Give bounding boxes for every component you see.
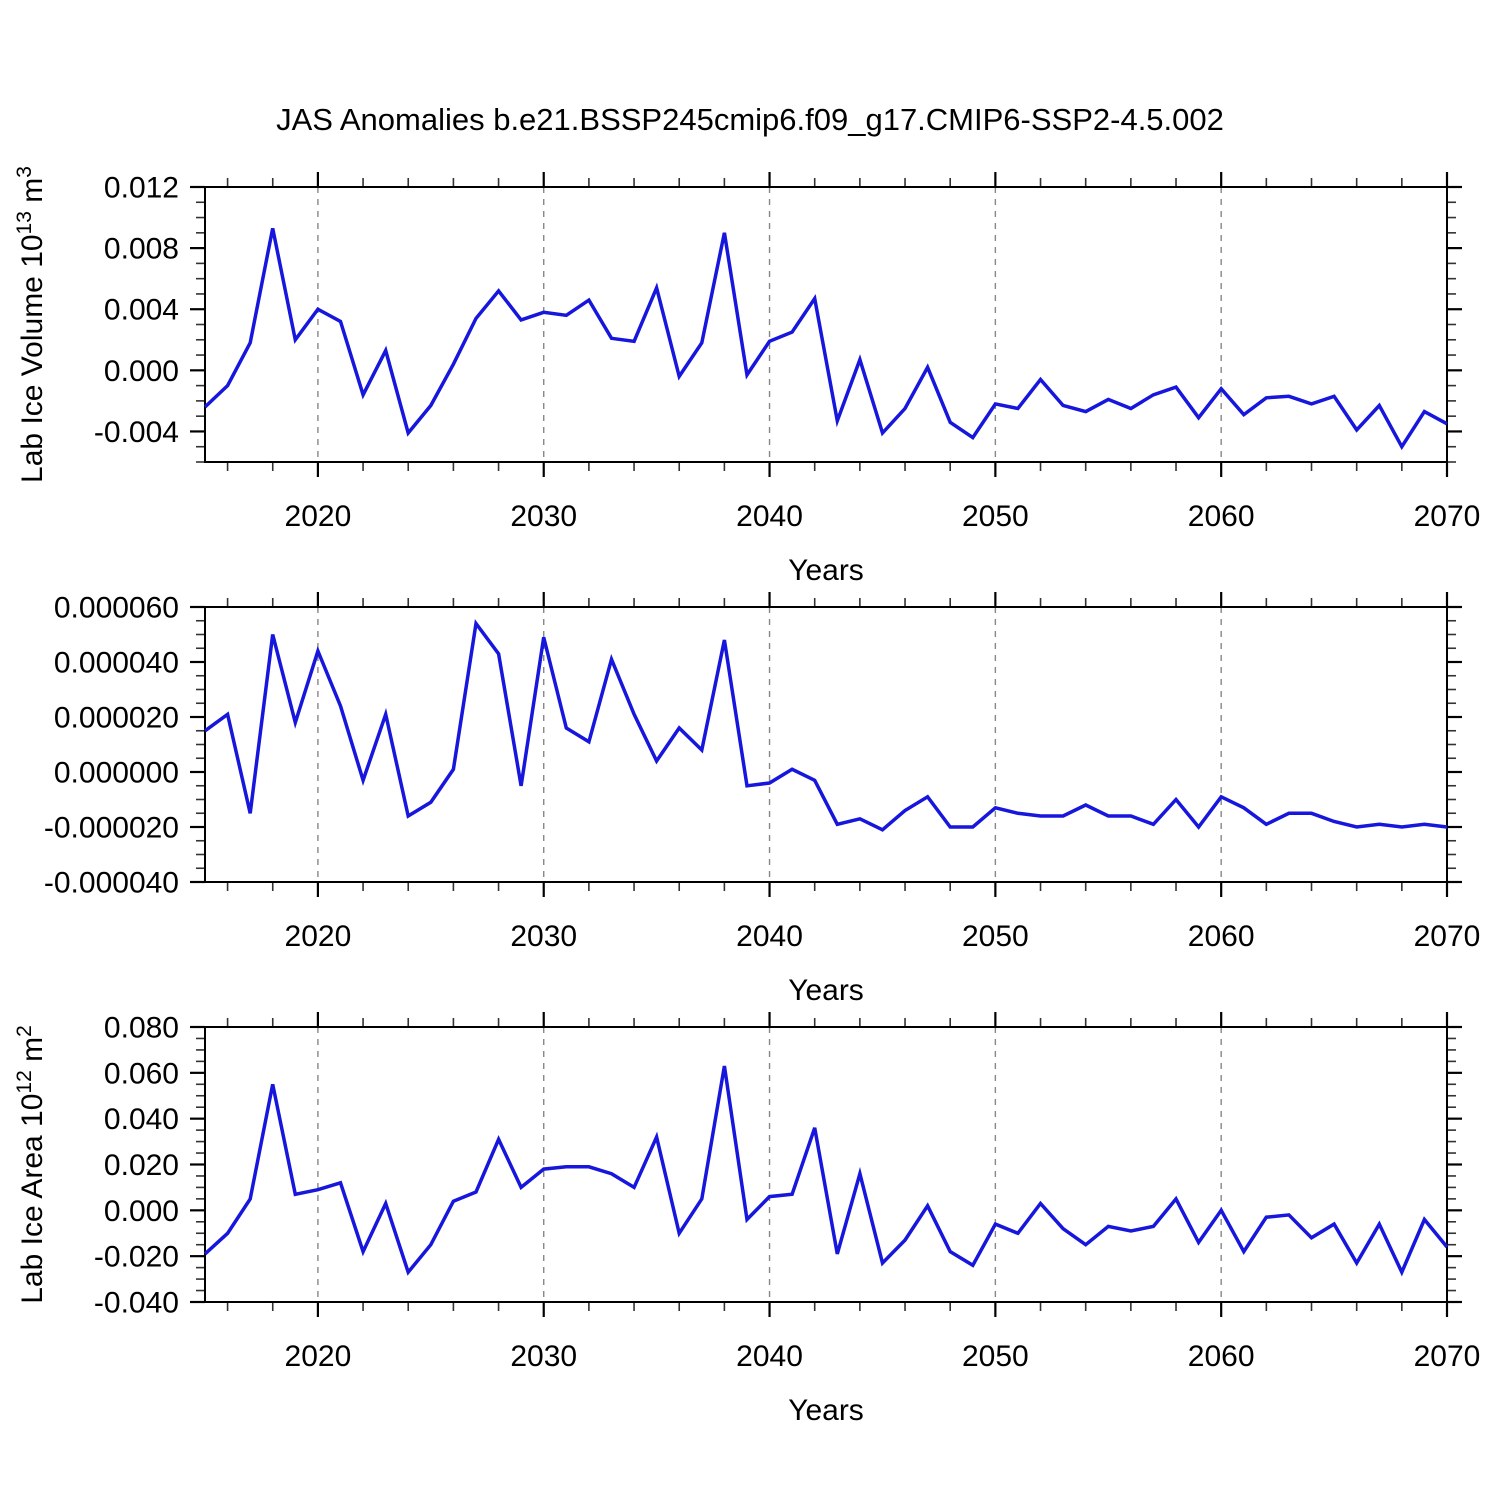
y-tick-labels: -0.004 0.000 0.004 0.008 0.012 [94,172,179,449]
y-tick-label: -0.000020 [44,812,179,845]
y-tick-label: 0.000060 [54,592,179,625]
x-tick-label: 2020 [285,920,352,953]
x-tick-label: 2020 [285,500,352,533]
y-tick-label: 0.012 [104,172,179,205]
y-tick-label: -0.040 [94,1287,179,1320]
y-tick-label: 0.080 [104,1012,179,1045]
major-ticks [190,172,1462,477]
x-tick-label: 2030 [510,920,577,953]
major-ticks [190,592,1462,897]
minor-ticks [196,598,1456,891]
x-axis-title: Years [788,554,864,587]
gridlines [317,607,1222,882]
x-tick-label: 2070 [1414,500,1481,533]
series-line-lab-ice-area [203,1065,1449,1277]
gridlines [317,1027,1222,1302]
y-tick-label: 0.040 [104,1103,179,1136]
chart-title: JAS Anomalies b.e21.BSSP245cmip6.f09_g17… [276,102,1224,137]
panel-lab-ice-area: -0.040 -0.020 0.000 0.020 0.040 0.060 0.080 202… [13,1012,1480,1428]
y-tick-label: 0.000000 [54,757,179,790]
y-tick-label: 0.000 [104,355,179,388]
minor-ticks [196,178,1456,471]
x-tick-label: 2070 [1414,1340,1481,1373]
x-tick-label: 2050 [962,500,1029,533]
x-tick-label: 2040 [736,500,803,533]
y-tick-label: -0.020 [94,1241,179,1274]
x-axis-title: Years [788,1394,864,1427]
major-ticks [190,1012,1462,1317]
y-tick-label: 0.000040 [54,647,179,680]
minor-ticks [196,1018,1456,1311]
y-tick-label: -0.000040 [44,867,179,900]
x-tick-label: 2070 [1414,920,1481,953]
y-tick-labels: -0.000040 -0.000020 0.000000 0.000020 0.0000… [44,592,179,900]
x-tick-label: 2020 [285,1340,352,1373]
x-tick-labels: 2020 2030 2040 2050 2060 2070 [285,1340,1481,1373]
y-tick-label: 0.020 [104,1149,179,1182]
y-axis-title: Lab Ice Area 1012 m2 [13,1025,49,1304]
y-tick-label: 0.008 [104,233,179,266]
panel-lab-ice-middle-series: -0.000040 -0.000020 0.000000 0.000020 0.0000… [44,592,1481,1008]
y-tick-label: 0.000020 [54,702,179,735]
x-tick-label: 2060 [1188,500,1255,533]
x-tick-label: 2050 [962,1340,1029,1373]
x-tick-label: 2060 [1188,920,1255,953]
series-line-lab-ice-volume [203,227,1448,451]
x-tick-labels: 2020 2030 2040 2050 2060 2070 [285,920,1481,953]
y-tick-labels: -0.040 -0.020 0.000 0.020 0.040 0.060 0.080 [94,1012,179,1320]
gridlines [317,187,1222,462]
x-tick-label: 2030 [510,1340,577,1373]
y-tick-label: -0.004 [94,416,179,449]
x-tick-label: 2030 [510,500,577,533]
y-tick-label: 0.004 [104,294,179,327]
plot-frame [204,606,1448,883]
y-axis-title: Lab Ice Volume 1013 m3 [13,166,49,483]
x-axis-title: Years [788,974,864,1007]
y-tick-label: 0.060 [104,1057,179,1090]
plot-frame [204,186,1448,463]
series-line-lab-ice-middle-series [203,619,1448,832]
x-tick-label: 2040 [736,920,803,953]
x-tick-labels: 2020 2030 2040 2050 2060 2070 [285,500,1481,533]
x-tick-label: 2050 [962,920,1029,953]
plot-frame [204,1026,1448,1303]
y-tick-label: 0.000 [104,1195,179,1228]
x-tick-label: 2060 [1188,1340,1255,1373]
x-tick-label: 2040 [736,1340,803,1373]
